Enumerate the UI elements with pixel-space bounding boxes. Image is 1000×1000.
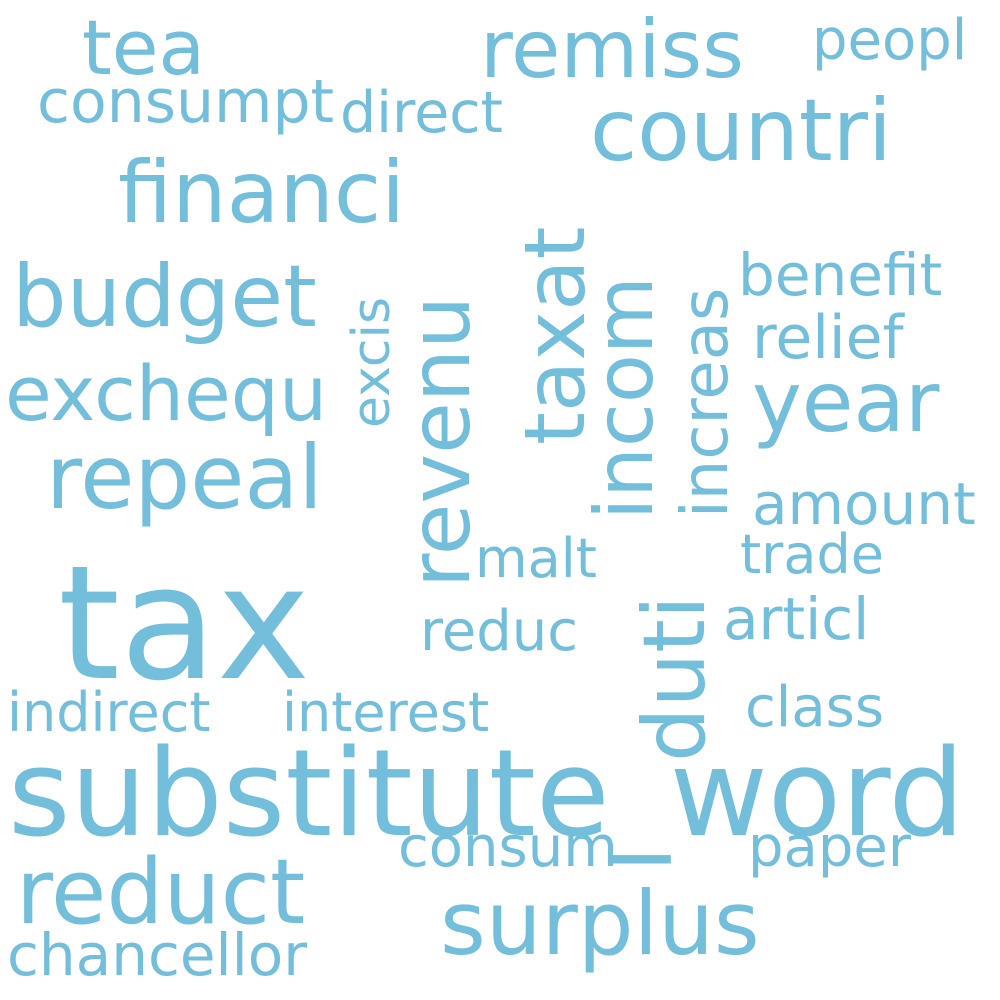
word-financi: financi	[118, 143, 406, 243]
word-trade: trade	[740, 523, 884, 586]
word-paper: paper	[748, 815, 911, 880]
word-budget: budget	[12, 247, 317, 347]
word-year: year	[752, 353, 940, 451]
word-peopl: peopl	[812, 8, 968, 73]
word-interest: interest	[282, 681, 490, 744]
word-amount: amount	[752, 470, 976, 538]
word-malt: malt	[475, 527, 597, 590]
word-increas: increas	[669, 287, 743, 518]
word-direct: direct	[340, 80, 503, 146]
word-revenu: revenu	[391, 295, 489, 588]
word-tax: tax	[58, 532, 311, 716]
word-articl: articl	[723, 585, 870, 653]
word-surplus: surplus	[440, 872, 760, 975]
word-countri: countri	[590, 81, 892, 181]
word-relief: relief	[752, 303, 904, 373]
word-exchequ: exchequ	[5, 349, 328, 438]
word-chancellor: chancellor	[7, 921, 308, 989]
word-remiss: remiss	[480, 3, 744, 96]
word-consum: consum	[398, 815, 618, 880]
word-consumpt: consumpt	[37, 67, 335, 137]
word-reduc: reduc	[420, 599, 579, 664]
word-incom: incom	[578, 276, 671, 520]
word-reduct: reduct	[16, 840, 306, 945]
word-tea: tea	[82, 3, 206, 92]
word-duti: duti	[625, 595, 725, 762]
word-benefit: benefit	[738, 241, 943, 309]
word-class: class	[745, 675, 885, 740]
word-indirect: indirect	[7, 681, 211, 744]
word-repeal: repeal	[46, 426, 323, 529]
word-excis: excis	[342, 296, 402, 428]
word-substitute-word: substitute_word	[8, 725, 965, 864]
